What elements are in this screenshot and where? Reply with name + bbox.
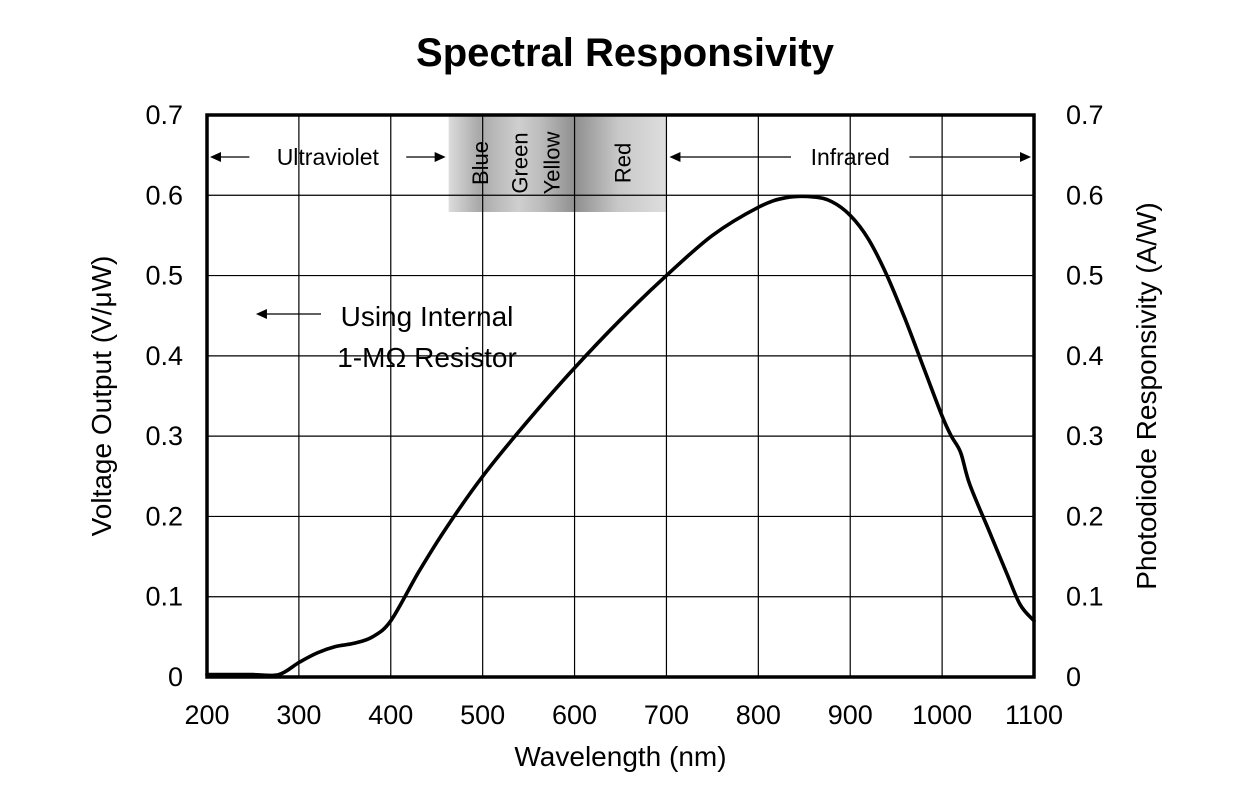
- y2-tick-label: 0.6: [1066, 180, 1104, 210]
- y2-tick-labels: 0 0.1 0.2 0.3 0.4 0.5 0.6 0.7: [1066, 100, 1104, 692]
- region-label: Infrared: [811, 144, 890, 170]
- visible-band-labels: Blue Green Yellow Red: [468, 131, 635, 194]
- x-tick-labels: 200 300 400 500 600 700 800 900 1000 1100: [184, 700, 1063, 730]
- y-tick-label: 0.7: [145, 100, 183, 130]
- y2-tick-label: 0.3: [1066, 421, 1104, 451]
- y-tick-label: 0.5: [145, 261, 183, 291]
- note-line: Using Internal: [341, 301, 514, 332]
- x-tick-label: 900: [828, 700, 873, 730]
- y-tick-label: 0.2: [145, 501, 183, 531]
- y-tick-label: 0.1: [145, 582, 183, 612]
- y-tick-label: 0: [168, 662, 183, 692]
- arrowhead: [255, 309, 267, 319]
- plot-frame: [205, 113, 1036, 679]
- x-tick-label: 400: [368, 700, 413, 730]
- y2-tick-label: 0.7: [1066, 100, 1104, 130]
- y-tick-labels: 0 0.1 0.2 0.3 0.4 0.5 0.6 0.7: [145, 100, 183, 692]
- band-label: Blue: [468, 141, 493, 185]
- y2-tick-label: 0.1: [1066, 582, 1104, 612]
- y2-tick-label: 0.5: [1066, 261, 1104, 291]
- region-label: Ultraviolet: [277, 144, 380, 170]
- y-tick-label: 0.3: [145, 421, 183, 451]
- band-label: Green: [507, 132, 532, 193]
- resistor-note: Using Internal 1-MΩ Resistor: [255, 301, 517, 373]
- chart-title: Spectral Responsivity: [416, 31, 835, 75]
- x-tick-label: 700: [644, 700, 689, 730]
- x-tick-label: 500: [460, 700, 505, 730]
- y2-tick-label: 0.2: [1066, 501, 1104, 531]
- arrowhead: [210, 152, 221, 162]
- x-tick-label: 600: [552, 700, 597, 730]
- y2-tick-label: 0: [1066, 662, 1081, 692]
- band-label: Yellow: [540, 131, 565, 194]
- responsivity-curve: [205, 194, 1036, 678]
- x-tick-label: 300: [276, 700, 321, 730]
- x-tick-label: 200: [184, 700, 229, 730]
- arrowhead: [1020, 152, 1031, 162]
- x-tick-label: 1100: [1005, 700, 1063, 730]
- arrowhead: [434, 152, 446, 162]
- x-tick-label: 1000: [912, 700, 972, 730]
- region-annotations: Ultraviolet Infrared: [210, 144, 1031, 170]
- note-line: 1-MΩ Resistor: [337, 342, 517, 373]
- x-tick-label: 800: [736, 700, 781, 730]
- y2-axis-label: Photodiode Responsivity (A/W): [1131, 202, 1162, 590]
- arrowhead: [669, 152, 681, 162]
- y-axis-label: Voltage Output (V/μW): [86, 256, 117, 537]
- y-tick-label: 0.6: [145, 180, 183, 210]
- grid: [207, 115, 1034, 677]
- y2-tick-label: 0.4: [1066, 341, 1104, 371]
- x-axis-label: Wavelength (nm): [514, 741, 726, 772]
- band-label: Red: [610, 143, 635, 183]
- y-tick-label: 0.4: [145, 341, 183, 371]
